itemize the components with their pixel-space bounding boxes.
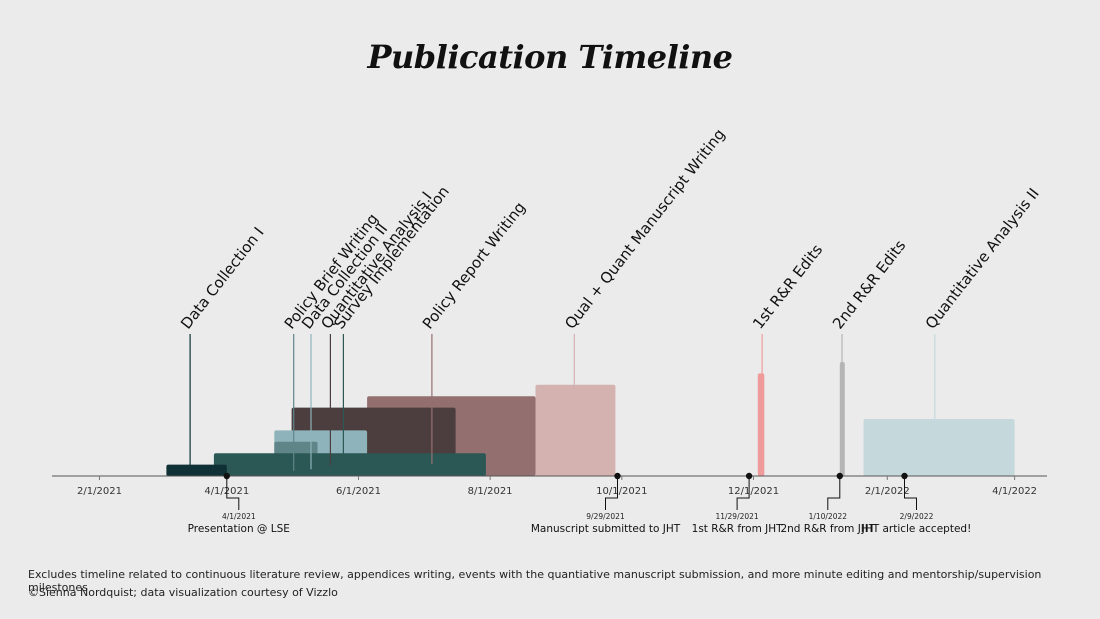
milestone-date-1: 9/29/2021 — [586, 512, 625, 521]
phase-bar-survey-implementation — [213, 453, 486, 476]
milestone-dot-3 — [836, 472, 843, 480]
milestone-dot-4 — [901, 472, 908, 480]
milestone-date-2: 11/29/2021 — [715, 512, 758, 521]
milestone-connector-1 — [605, 476, 618, 510]
phase-label-quantitative-analysis-ii: Quantitative Analysis II — [922, 185, 1043, 333]
milestone-label-1: Manuscript submitted to JHT — [531, 523, 681, 535]
milestone-label-2: 1st R&R from JHT — [692, 523, 783, 535]
phase-label-2nd-r-r-edits: 2nd R&R Edits — [829, 237, 909, 333]
milestone-date-4: 2/9/2022 — [900, 512, 934, 521]
milestone-connector-2 — [736, 476, 750, 510]
x-axis: 2/1/2021 4/1/2021 6/1/2021 8/1/2021 10/1/202… — [52, 475, 1047, 497]
milestone-dot-0 — [223, 472, 230, 480]
milestone-label-0: Presentation @ LSE — [188, 523, 290, 535]
phase-label-policy-report-writing: Policy Report Writing — [419, 198, 529, 332]
milestone-date-3: 1/10/2022 — [809, 512, 848, 521]
phase-bar-quantitative-analysis-ii — [863, 419, 1015, 476]
x-tick-label-6: 2/1/2022 — [865, 486, 910, 497]
chart-title: Publication Timeline — [367, 38, 733, 76]
milestones: 4/1/2021 Presentation @ LSE 9/29/2021 Manus… — [188, 472, 972, 535]
milestone-date-0: 4/1/2021 — [222, 512, 256, 521]
milestone-label-3: 2nd R&R from JHT — [780, 523, 875, 535]
x-tick-label-3: 8/1/2021 — [468, 486, 513, 497]
x-tick-label-2: 6/1/2021 — [336, 486, 381, 497]
phase-bar-1st-r-r-edits — [757, 373, 765, 476]
phase-labels: Data Collection I Policy Brief WritingDat… — [177, 125, 1043, 332]
milestone-connector-0 — [226, 476, 240, 510]
milestone-dot-1 — [614, 472, 621, 480]
phase-bar-qual-quant-manuscript-writing — [535, 384, 616, 476]
phase-label-qual-quant-manuscript-writing: Qual + Quant Manuscript Writing — [561, 125, 728, 332]
footnote: Excludes timeline related to continuous … — [28, 568, 1042, 594]
milestone-label-4: JHT article accepted! — [861, 523, 972, 535]
x-tick-label-4: 10/1/2021 — [596, 486, 647, 497]
credit-line: ©Sienna Nordquist; data visualization co… — [28, 586, 338, 599]
x-tick-label-5: 12/1/2021 — [728, 486, 779, 497]
milestone-connector-4 — [904, 476, 917, 510]
phase-label-data-collection-i: Data Collection I — [177, 224, 268, 333]
phase-bar-data-collection-i — [166, 464, 227, 476]
x-tick-label-7: 4/1/2022 — [992, 486, 1037, 497]
x-tick-label-0: 2/1/2021 — [77, 486, 122, 497]
milestone-connector-3 — [827, 476, 841, 510]
milestone-dot-2 — [745, 472, 753, 480]
phase-leader-lines — [189, 334, 936, 475]
phase-label-1st-r-r-edits: 1st R&R Edits — [749, 241, 826, 333]
